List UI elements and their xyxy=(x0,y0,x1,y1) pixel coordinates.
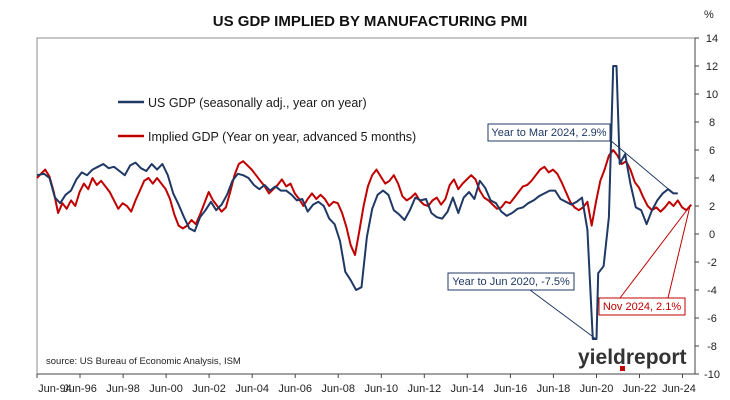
annotation-jun-2020: Year to Jun 2020, -7.5% xyxy=(447,272,597,340)
yieldreport-logo: yieldreport xyxy=(578,346,687,371)
series-layer xyxy=(36,65,693,340)
x-tick-label: Jun-02 xyxy=(192,383,226,395)
annotation-leader-nov-2024-a xyxy=(619,205,691,299)
y-unit-label: % xyxy=(704,9,714,21)
y-tick-label: -10 xyxy=(704,369,720,381)
y-tick-label: 10 xyxy=(706,89,718,101)
source-note: source: US Bureau of Economic Analysis, … xyxy=(46,356,241,367)
y-tick-label: 4 xyxy=(709,173,715,185)
annotation-leader-nov-2024-b xyxy=(667,205,691,299)
x-tick-label: Jun-12 xyxy=(407,383,441,395)
x-tick-label: Jun-94 xyxy=(38,383,72,395)
y-tick-labels: 14 12 10 8 6 4 2 0 -2 -4 -6 -8 -10 xyxy=(695,33,720,381)
y-tick-label: 8 xyxy=(709,117,715,129)
annotation-box-mar-2024 xyxy=(487,123,611,142)
y-tick-label: -2 xyxy=(707,257,717,269)
x-tick-label: Jun-14 xyxy=(450,383,484,395)
annotation-nov-2024: Nov 2024, 2.1% xyxy=(598,205,691,316)
y-tick-label: 14 xyxy=(706,33,718,45)
x-tick-label: Jun-04 xyxy=(235,383,269,395)
x-tick-label: Jun-22 xyxy=(623,383,657,395)
legend: US GDP (seasonally adj., year on year) I… xyxy=(118,96,416,144)
x-tick-label: Jun-18 xyxy=(537,383,571,395)
annotation-box-jun-2020 xyxy=(447,272,575,291)
x-tick-label: Jun-00 xyxy=(149,383,183,395)
x-tick-label: Jun-10 xyxy=(364,383,398,395)
x-tick-label: Jun-16 xyxy=(494,383,528,395)
annotation-mar-2024: Year to Mar 2024, 2.9% xyxy=(487,123,674,194)
annotation-text-jun-2020: Year to Jun 2020, -7.5% xyxy=(452,276,570,288)
annotation-leader-mar-2024 xyxy=(609,139,674,194)
series-line-us-gdp xyxy=(36,65,678,340)
y-tick-label: -8 xyxy=(707,341,717,353)
legend-label-gdp: US GDP (seasonally adj., year on year) xyxy=(148,96,367,110)
annotation-leader-jun-2020 xyxy=(529,289,597,340)
y-tick-label: 0 xyxy=(709,229,715,241)
x-tick-label: Jun-08 xyxy=(321,383,355,395)
y-tick-label: 12 xyxy=(706,61,718,73)
series-line-implied-gdp xyxy=(36,149,693,256)
annotation-text-nov-2024: Nov 2024, 2.1% xyxy=(603,301,681,313)
x-tick-label: Jun-06 xyxy=(278,383,312,395)
x-tick-label: Jun-98 xyxy=(106,383,140,395)
annotation-text-mar-2024: Year to Mar 2024, 2.9% xyxy=(491,127,606,139)
chart-title: US GDP IMPLIED BY MANUFACTURING PMI xyxy=(213,13,527,30)
logo-dot-icon xyxy=(620,366,625,371)
y-tick-label: -4 xyxy=(707,285,717,297)
x-tick-label: Jun-96 xyxy=(63,383,97,395)
x-tick-label: Jun-20 xyxy=(580,383,614,395)
y-tick-label: -6 xyxy=(707,313,717,325)
y-tick-label: 2 xyxy=(709,201,715,213)
legend-label-implied: Implied GDP (Year on year, advanced 5 mo… xyxy=(148,130,416,144)
x-tick-label: Jun-24 xyxy=(662,383,696,395)
annotation-box-nov-2024 xyxy=(598,297,686,316)
logo-text: yieldreport xyxy=(578,346,687,369)
y-tick-label: 6 xyxy=(709,145,715,157)
